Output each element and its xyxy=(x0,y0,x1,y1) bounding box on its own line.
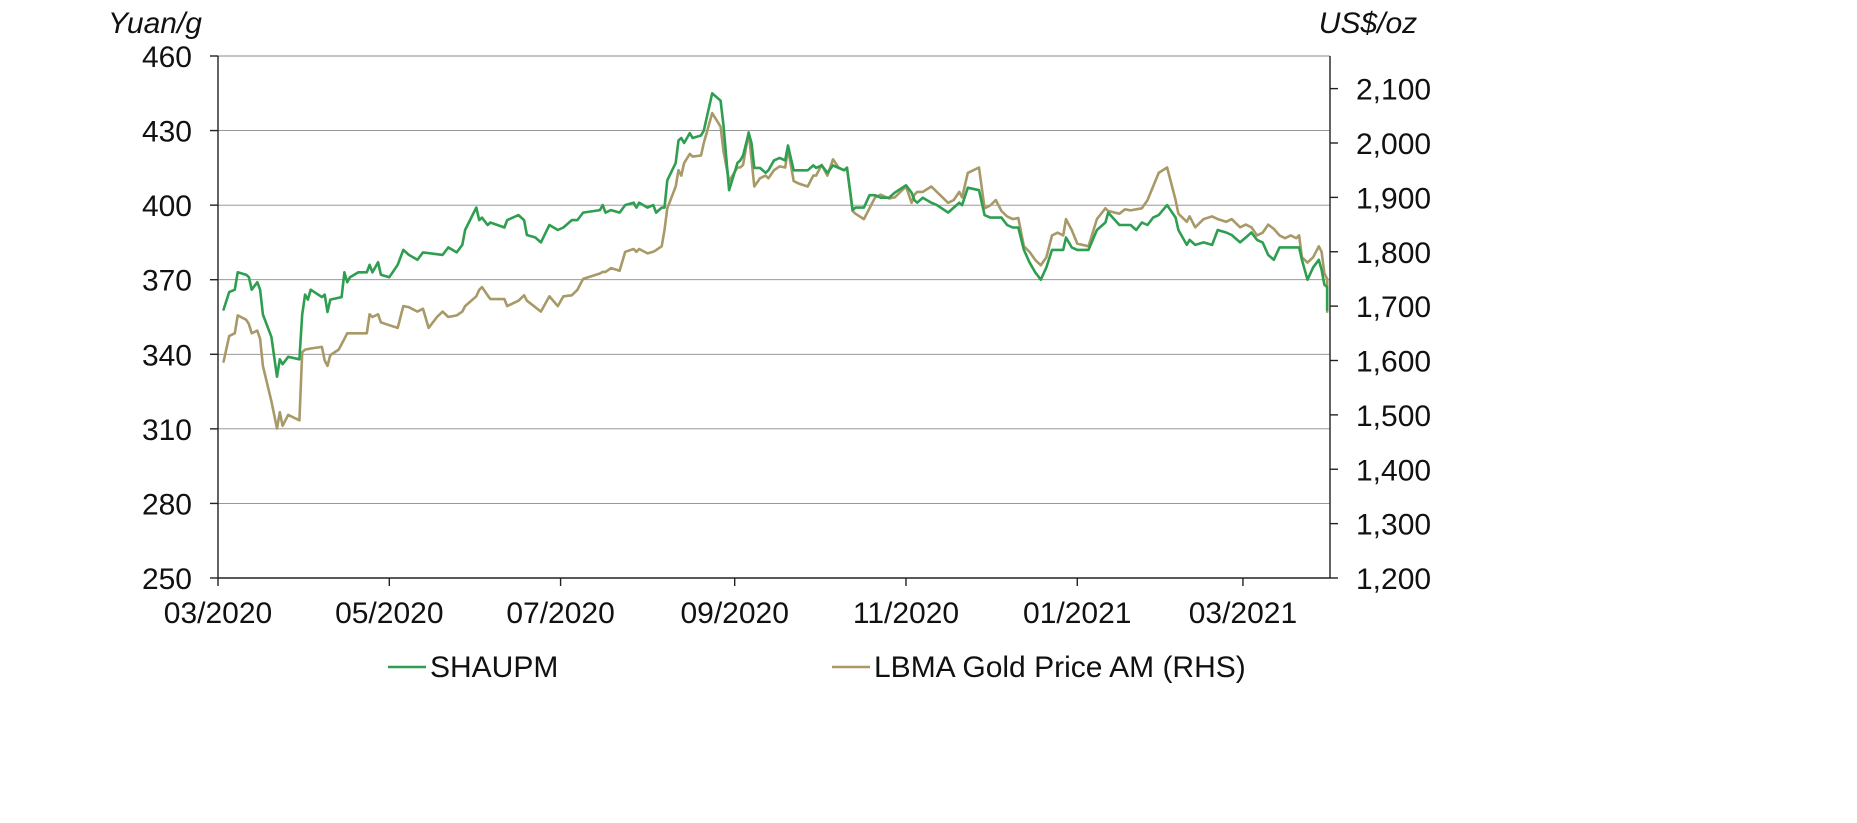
x-tick-label: 07/2020 xyxy=(506,597,614,630)
series-line-lbma xyxy=(222,111,1329,430)
left-tick-label: 280 xyxy=(142,488,192,521)
right-tick-label: 1,400 xyxy=(1356,454,1431,487)
x-tick-label: 05/2020 xyxy=(335,597,443,630)
left-tick-label: 430 xyxy=(142,116,192,149)
x-tick-label: 09/2020 xyxy=(680,597,788,630)
left-tick-label: 250 xyxy=(142,563,192,596)
series-line-shaupm xyxy=(222,92,1329,379)
left-tick-label: 460 xyxy=(142,41,192,74)
left-tick-label: 400 xyxy=(142,190,192,223)
axes xyxy=(210,55,1338,586)
right-tick-label: 1,600 xyxy=(1356,346,1431,379)
right-tick-label: 2,100 xyxy=(1356,74,1431,107)
left-axis-unit: Yuan/g xyxy=(108,7,202,40)
x-tick-label: 01/2021 xyxy=(1023,597,1131,630)
gridlines xyxy=(218,55,1330,504)
x-tick-label: 03/2021 xyxy=(1189,597,1297,630)
axis-labels: Yuan/g US$/oz 250 280 310 340 370 400 430 460 1,… xyxy=(108,7,1431,630)
x-tick-label: 03/2020 xyxy=(164,597,272,630)
right-tick-label: 1,800 xyxy=(1356,237,1431,270)
left-tick-label: 310 xyxy=(142,414,192,447)
series-lines xyxy=(222,92,1329,430)
x-tick-label: 11/2020 xyxy=(853,597,959,630)
legend-label-lbma: LBMA Gold Price AM (RHS) xyxy=(874,651,1246,684)
right-tick-label: 2,000 xyxy=(1356,128,1431,161)
left-tick-label: 340 xyxy=(142,339,192,372)
legend: SHAUPM LBMA Gold Price AM (RHS) xyxy=(388,651,1246,684)
right-tick-label: 1,200 xyxy=(1356,563,1431,596)
right-tick-label: 1,500 xyxy=(1356,400,1431,433)
right-axis-unit: US$/oz xyxy=(1319,7,1417,40)
right-tick-label: 1,700 xyxy=(1356,291,1431,324)
right-tick-label: 1,300 xyxy=(1356,509,1431,542)
right-tick-label: 1,900 xyxy=(1356,182,1431,215)
legend-label-shaupm: SHAUPM xyxy=(430,651,558,684)
left-tick-label: 370 xyxy=(142,265,192,298)
